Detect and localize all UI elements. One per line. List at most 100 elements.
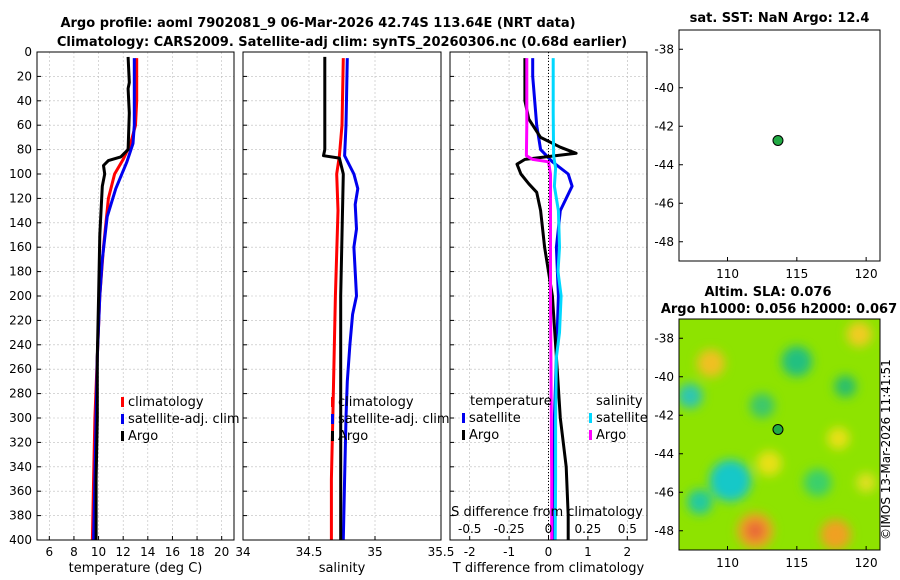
sst_map-xtick-label: 120	[855, 267, 878, 281]
temperature-xtick-label: 18	[189, 545, 204, 559]
differences-legend-sal-satellite-swatch	[589, 413, 592, 423]
temperature-xtick-label: 14	[140, 545, 155, 559]
temperature-ytick-label: 140	[9, 216, 32, 230]
temperature-ytick-label: 260	[9, 362, 32, 376]
sst_map-ytick-label: -40	[654, 81, 674, 95]
differences-xtick-label: -2	[464, 545, 476, 559]
temperature-xtick-label: 6	[45, 545, 53, 559]
sla_map-ytick-label: -40	[654, 370, 674, 384]
temperature-ytick-label: 220	[9, 313, 32, 327]
salinity-xtick-label: 34.5	[296, 545, 323, 559]
temperature-ytick-label: 200	[9, 289, 32, 303]
differences-legend-temp-satellite-label: satellite	[469, 411, 521, 426]
sla-map-title-line2: Argo h1000: 0.056 h2000: 0.067	[661, 302, 897, 317]
differences-top-tick-label: 0.5	[618, 522, 637, 536]
differences-xtick-label: 1	[584, 545, 592, 559]
temperature-xtick-label: 20	[214, 545, 229, 559]
salinity-series-1	[341, 58, 360, 541]
sst_map-ytick-label: -38	[654, 42, 674, 56]
differences-legend-temp-argo-label: Argo	[469, 428, 499, 443]
sla-anomaly-17	[856, 472, 876, 493]
figure-title-line1: Argo profile: aoml 7902081_9 06-Mar-2026…	[60, 16, 575, 31]
sst_map-ytick-label: -42	[654, 119, 674, 133]
temperature-ytick-label: 20	[17, 69, 32, 83]
differences-top-tick-label: -0.25	[494, 522, 525, 536]
salinity-legend-2-label: Argo	[338, 429, 368, 444]
temperature-ytick-label: 180	[9, 265, 32, 279]
differences-xlabel-top: S difference from climatology	[451, 505, 643, 520]
sla_map-panel: Altim. SLA: 0.076 Argo h1000: 0.056 h2000…	[654, 285, 897, 570]
differences-legend-sal-satellite-label: satellite	[596, 411, 648, 426]
temperature-ytick-label: 340	[9, 460, 32, 474]
temperature-panel: 6 8 10 12 14 16 18 2002040608010012014016018020…	[9, 45, 240, 576]
differences-xtick-label: 2	[623, 545, 631, 559]
temperature-ytick-label: 40	[17, 94, 32, 108]
sla_map-xtick-label: 120	[855, 556, 878, 570]
temperature-ytick-label: 160	[9, 240, 32, 254]
temperature-ytick-label: 360	[9, 484, 32, 498]
temperature-ytick-label: 300	[9, 411, 32, 425]
temperature-xtick-label: 10	[91, 545, 106, 559]
salinity-series-2	[322, 56, 345, 540]
salinity-xlabel: salinity	[319, 561, 366, 576]
temperature-legend-1-swatch	[121, 414, 124, 424]
sst-map-title: sat. SST: NaN Argo: 12.4	[690, 11, 870, 26]
differences-legend-temperature-heading: temperature	[470, 394, 552, 409]
salinity-xtick-label: 35	[367, 545, 382, 559]
differences-series-2	[551, 58, 563, 541]
differences-legend-temp-satellite-swatch	[462, 413, 465, 423]
salinity-legend-1-swatch	[331, 414, 334, 424]
sla_map-xtick-label: 110	[716, 556, 739, 570]
temperature-xtick-label: 12	[116, 545, 131, 559]
sla-anomaly-2	[687, 489, 713, 515]
sst_map-panel: sat. SST: NaN Argo: 12.4 110 115 120 -38 -40 -…	[654, 11, 881, 281]
sla-argo-marker	[772, 423, 784, 435]
temperature-ytick-label: 120	[9, 191, 32, 205]
sla-anomaly-4	[781, 346, 813, 377]
sst_map-frame	[678, 29, 881, 262]
differences-legend-sal-argo-swatch	[589, 430, 592, 440]
sst_map-ytick-label: -46	[654, 196, 674, 210]
temperature-ytick-label: 380	[9, 509, 32, 523]
salinity-xtick-label: 34	[235, 545, 250, 559]
temperature-legend-1-label: satellite-adj. clim	[128, 412, 240, 427]
sla_map-ytick-label: -38	[654, 331, 674, 345]
salinity-xtick-label: 35.5	[428, 545, 455, 559]
sla-anomaly-12	[745, 521, 765, 541]
temperature-xlabel: temperature (deg C)	[69, 561, 203, 576]
sla-anomaly-5	[834, 375, 857, 398]
sla-anomaly-6	[803, 468, 832, 497]
temperature-ytick-label: 100	[9, 167, 32, 181]
differences-top-tick-label: 0.25	[575, 522, 602, 536]
salinity-legend-0-label: climatology	[338, 395, 414, 410]
sla-anomaly-3	[679, 383, 703, 409]
differences-series-3	[524, 58, 554, 540]
sla-anomaly-14	[820, 519, 851, 550]
differences-top-tick-label: -0.5	[458, 522, 481, 536]
sla-field	[679, 319, 880, 550]
differences-legend-temp-argo-swatch	[462, 430, 465, 440]
sla_map-ytick-label: -48	[654, 524, 674, 538]
differences-legend-salinity-heading: salinity	[596, 394, 643, 409]
temperature-ytick-label: 320	[9, 435, 32, 449]
temperature-legend-2-label: Argo	[128, 429, 158, 444]
sla-anomaly-16	[827, 427, 850, 450]
temperature-ytick-label: 280	[9, 387, 32, 401]
sla_map-ytick-label: -44	[654, 447, 674, 461]
sla-anomaly-7	[749, 393, 775, 419]
sst_map-xtick-label: 110	[716, 267, 739, 281]
differences-xtick-label: -1	[503, 545, 515, 559]
sla-anomaly-15	[756, 450, 782, 476]
differences-series-1	[515, 58, 578, 540]
temperature-ytick-label: 80	[17, 143, 32, 157]
salinity-legend-0-swatch	[331, 397, 334, 407]
temperature-ytick-label: 60	[17, 118, 32, 132]
salinity-legend-2-swatch	[331, 431, 334, 441]
sst_map-ytick-label: -44	[654, 158, 674, 172]
temperature-legend-0-label: climatology	[128, 395, 204, 410]
differences-xtick-label: 0	[545, 545, 553, 559]
temperature-ytick-label: 400	[9, 533, 32, 547]
sla-map-title-line1: Altim. SLA: 0.076	[705, 285, 832, 300]
salinity-panel: 34 34.5 35 35.5 salinity climatology satellite…	[235, 51, 455, 576]
